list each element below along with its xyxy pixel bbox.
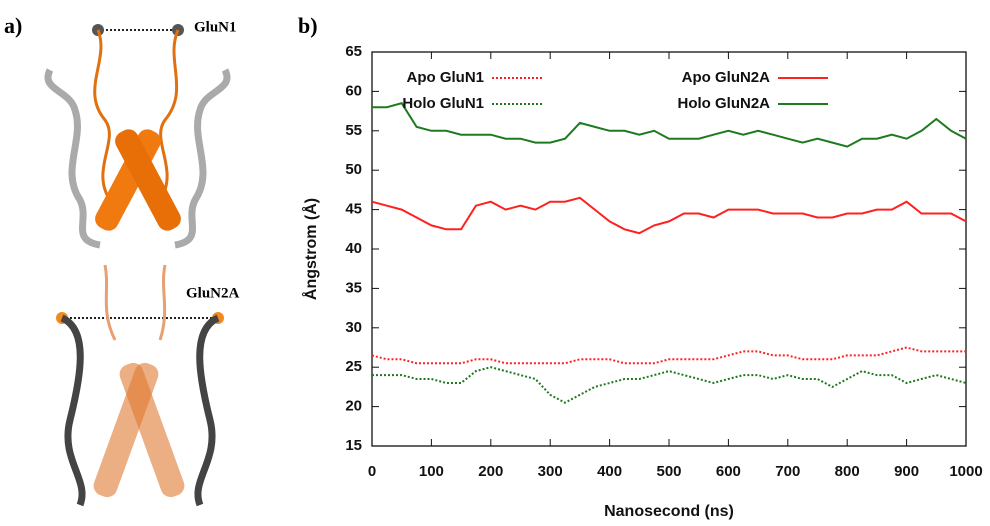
- x-tick-label: 300: [538, 463, 563, 480]
- helix: [119, 362, 185, 498]
- x-tick-label: 0: [368, 463, 376, 480]
- ribbon: [60, 314, 86, 507]
- x-tick-label: 400: [597, 463, 622, 480]
- ribbon: [93, 29, 112, 201]
- panel-label: b): [298, 13, 318, 38]
- legend-label: Apo GluN2A: [682, 69, 770, 86]
- x-tick-label: 100: [419, 463, 444, 480]
- y-tick-label: 20: [345, 398, 362, 415]
- x-tick-label: 700: [775, 463, 800, 480]
- ribbon: [158, 29, 180, 201]
- legend-label: Holo GluN1: [402, 95, 484, 112]
- y-tick-label: 60: [345, 82, 362, 99]
- series-line: [372, 366, 967, 404]
- x-tick-label: 1000: [949, 463, 982, 480]
- structure-label: GluN2A: [186, 285, 240, 301]
- series-line: [371, 346, 966, 365]
- y-tick-label: 50: [345, 161, 362, 178]
- ribbon: [158, 264, 167, 341]
- x-tick-label: 800: [835, 463, 860, 480]
- x-tick-label: 600: [716, 463, 741, 480]
- y-tick-label: 25: [345, 358, 362, 375]
- y-tick-label: 35: [345, 279, 362, 296]
- ribbon: [174, 68, 231, 249]
- y-tick-label: 15: [345, 437, 362, 454]
- y-tick-label: 45: [345, 201, 362, 218]
- y-axis-label: Ångstrom (Å): [301, 198, 320, 300]
- y-tick-label: 65: [345, 43, 362, 60]
- x-tick-label: 900: [894, 463, 919, 480]
- panel-label: a): [4, 13, 22, 38]
- series-line: [372, 102, 967, 148]
- panel-a: a) GluN1 GluN2A: [4, 13, 240, 507]
- y-tick-label: 30: [345, 319, 362, 336]
- ribbon: [44, 68, 101, 249]
- y-tick-label: 40: [345, 240, 362, 257]
- x-tick-label: 500: [656, 463, 681, 480]
- legend-label: Holo GluN2A: [678, 95, 771, 112]
- x-axis-label: Nanosecond (ns): [604, 503, 734, 520]
- helix: [115, 129, 181, 231]
- ribbon: [103, 264, 117, 341]
- series-line: [371, 196, 967, 235]
- x-tick-label: 200: [478, 463, 503, 480]
- legend-label: Apo GluN1: [407, 69, 485, 86]
- ribbon: [194, 314, 220, 507]
- structure-label: GluN1: [194, 19, 237, 35]
- y-tick-label: 55: [345, 122, 362, 139]
